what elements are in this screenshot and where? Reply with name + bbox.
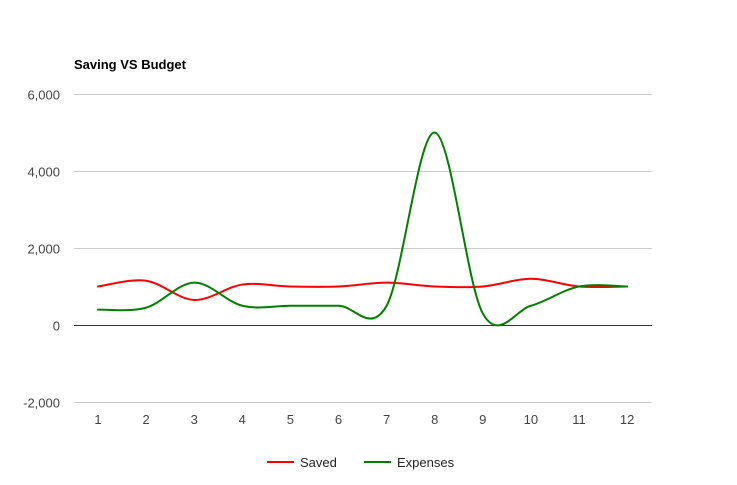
chart-title: Saving VS Budget	[74, 57, 187, 72]
x-tick-label: 11	[572, 412, 586, 427]
x-tick-label: 12	[620, 412, 634, 427]
y-tick-label: -2,000	[23, 396, 60, 411]
y-tick-label: 2,000	[27, 242, 60, 257]
x-tick-label: 3	[191, 412, 198, 427]
x-tick-label: 1	[94, 412, 101, 427]
series-line-saved	[97, 277, 629, 301]
x-tick-label: 5	[287, 412, 294, 427]
gridlines	[74, 94, 652, 403]
x-tick-label: 7	[383, 412, 390, 427]
x-tick-label: 6	[335, 412, 342, 427]
x-axis-tick-labels: 1 2 3 4 5 6 7 8 9 10 11 12	[94, 412, 634, 427]
x-tick-label: 10	[524, 412, 538, 427]
series-line-expenses	[97, 131, 629, 327]
x-tick-label: 9	[479, 412, 486, 427]
x-tick-label: 4	[239, 412, 246, 427]
series-lines	[97, 131, 629, 327]
legend-label-saved: Saved	[300, 455, 337, 470]
y-tick-label: 4,000	[27, 165, 60, 180]
legend-label-expenses: Expenses	[397, 455, 455, 470]
legend: Saved Expenses	[267, 455, 455, 470]
y-axis-tick-labels: -2,000 0 2,000 4,000 6,000	[23, 88, 60, 411]
x-tick-label: 2	[142, 412, 149, 427]
x-tick-label: 8	[431, 412, 438, 427]
y-tick-label: 6,000	[27, 88, 60, 103]
y-tick-label: 0	[53, 319, 60, 334]
